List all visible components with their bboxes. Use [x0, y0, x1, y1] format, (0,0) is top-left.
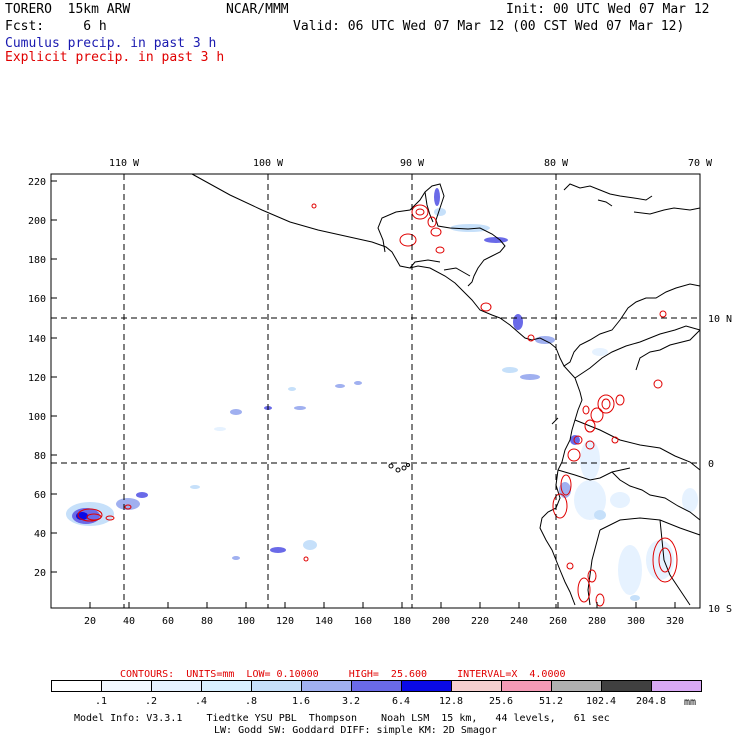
x-tick-labels: 20 40 60 80 100 120 140 160 180 200 220 …: [84, 616, 684, 627]
cumulus-precip-shading: [66, 188, 698, 601]
map-frame: [50, 173, 701, 609]
colorbar-swatch: [401, 680, 452, 692]
model-title: TORERO 15km ARW: [5, 2, 131, 17]
lat-label: 0: [708, 459, 714, 470]
colorbar-swatch: [551, 680, 602, 692]
colorbar-swatch: [651, 680, 702, 692]
colorbar-swatch: [601, 680, 652, 692]
x-tick-label: 320: [666, 616, 684, 627]
cumulus-legend: Cumulus precip. in past 3 h: [5, 36, 217, 51]
colorbar-label: .1: [94, 696, 108, 707]
y-tick-label: 160: [28, 294, 46, 305]
colorbar-label: .8: [244, 696, 258, 707]
colorbar-swatch: [101, 680, 152, 692]
colorbar-swatch: [151, 680, 202, 692]
lon-label: 80 W: [544, 158, 569, 169]
colorbar-label: 102.4: [585, 696, 617, 707]
y-tick-label: 220: [28, 177, 46, 188]
valid-time: Valid: 06 UTC Wed 07 Mar 12 (00 CST Wed …: [293, 19, 685, 34]
x-tick-label: 180: [393, 616, 411, 627]
colorbar-swatch: [351, 680, 402, 692]
init-time: Init: 00 UTC Wed 07 Mar 12: [506, 2, 710, 17]
colorbar-label: 51.2: [538, 696, 564, 707]
colorbar-label: .4: [194, 696, 208, 707]
y-tick-label: 100: [28, 412, 46, 423]
y-tick-labels: 220 200 180 160 140 120 100 80 60 40 20: [28, 177, 46, 579]
lat-labels: 10 N 0 10 S: [708, 314, 732, 615]
x-tick-label: 100: [237, 616, 255, 627]
x-tick-label: 20: [84, 616, 96, 627]
x-tick-label: 280: [588, 616, 606, 627]
x-tick-label: 160: [354, 616, 372, 627]
coastlines: [191, 173, 701, 606]
x-tick-label: 120: [276, 616, 294, 627]
y-tick-label: 60: [34, 490, 46, 501]
y-tick-label: 120: [28, 373, 46, 384]
x-tick-label: 260: [549, 616, 567, 627]
lat-label: 10 N: [708, 314, 732, 325]
x-tick-label: 80: [201, 616, 213, 627]
colorbar-label: 1.6: [291, 696, 311, 707]
colorbar-label: 6.4: [391, 696, 411, 707]
x-tick-label: 140: [315, 616, 333, 627]
model-info: Model Info: V3.3.1 Tiedtke YSU PBL Thomp…: [74, 713, 610, 724]
colorbar-label: 25.6: [488, 696, 514, 707]
x-tick-label: 220: [471, 616, 489, 627]
lon-label: 90 W: [400, 158, 425, 169]
colorbar-label: 204.8: [635, 696, 667, 707]
y-tick-label: 20: [34, 568, 46, 579]
colorbar-swatch: [301, 680, 352, 692]
explicit-legend: Explicit precip. in past 3 h: [5, 50, 225, 65]
latlon-grid: [51, 174, 700, 608]
physics-info: LW: Godd SW: Goddard DIFF: simple KM: 2D…: [214, 725, 497, 736]
axis-ticks: [51, 180, 676, 608]
colorbar-swatch: [501, 680, 552, 692]
lon-label: 110 W: [109, 158, 140, 169]
colorbar-swatch: [201, 680, 252, 692]
forecast-hour: Fcst: 6 h: [5, 19, 107, 34]
y-tick-label: 40: [34, 529, 46, 540]
colorbar-label: 12.8: [438, 696, 464, 707]
y-tick-label: 140: [28, 334, 46, 345]
x-tick-label: 240: [510, 616, 528, 627]
explicit-precip-contours: [77, 203, 678, 607]
lon-label: 70 W: [688, 158, 713, 169]
y-tick-label: 80: [34, 451, 46, 462]
colorbar-swatch: [251, 680, 302, 692]
x-tick-label: 300: [627, 616, 645, 627]
x-tick-label: 60: [162, 616, 174, 627]
colorbar-label: .2: [144, 696, 158, 707]
colorbar-swatch: [51, 680, 102, 692]
colorbar-swatch: [451, 680, 502, 692]
x-tick-label: 40: [123, 616, 135, 627]
lon-labels: 110 W 100 W 90 W 80 W 70 W: [109, 158, 713, 169]
contours-info: CONTOURS: UNITS=mm LOW= 0.10000 HIGH= 25…: [120, 669, 566, 680]
lat-label: 10 S: [708, 604, 732, 615]
y-tick-label: 200: [28, 216, 46, 227]
x-tick-label: 200: [432, 616, 450, 627]
lon-label: 100 W: [253, 158, 284, 169]
y-tick-label: 180: [28, 255, 46, 266]
colorbar-label: 3.2: [341, 696, 361, 707]
colorbar-units: mm: [684, 697, 697, 708]
organization: NCAR/MMM: [226, 2, 289, 17]
